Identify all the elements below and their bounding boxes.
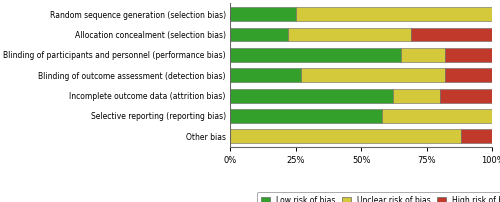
Bar (230, 129, 461, 143)
Bar (230, 48, 400, 62)
Bar (382, 109, 492, 123)
Bar (301, 68, 446, 82)
Bar (440, 89, 492, 102)
Legend: Low risk of bias, Unclear risk of bias, High risk of bias: Low risk of bias, Unclear risk of bias, … (257, 192, 500, 202)
Bar (230, 89, 393, 102)
Bar (461, 129, 492, 143)
Bar (230, 109, 382, 123)
Bar (400, 48, 446, 62)
Bar (393, 89, 440, 102)
Bar (446, 48, 492, 62)
Bar (446, 68, 492, 82)
Bar (296, 7, 492, 21)
Bar (230, 68, 301, 82)
Bar (230, 28, 288, 41)
Bar (288, 28, 411, 41)
Bar (411, 28, 492, 41)
Bar (230, 7, 296, 21)
